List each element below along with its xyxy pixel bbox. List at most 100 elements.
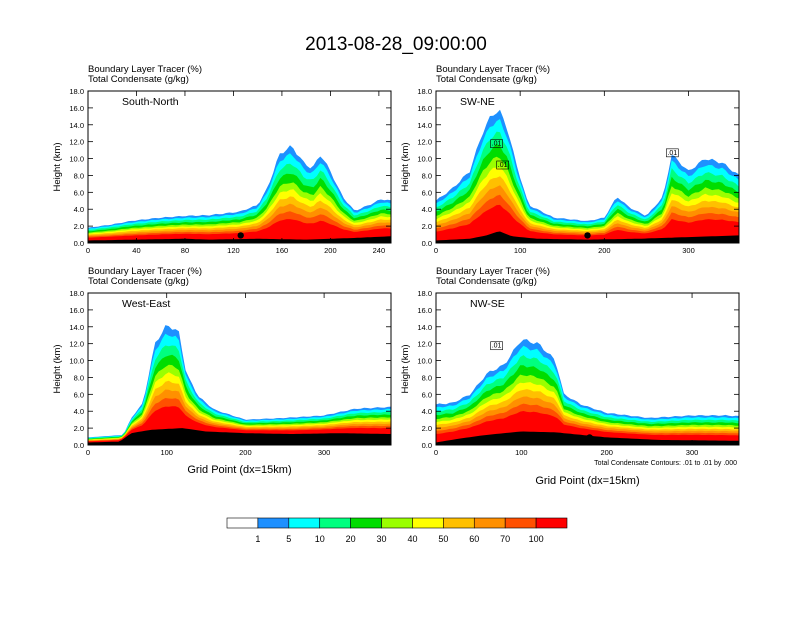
y-tick-label: 16.0: [417, 104, 432, 113]
x-axis-label-left: Grid Point (dx=15km): [187, 464, 291, 476]
panel-title-condensate: Total Condensate (g/kg): [436, 74, 537, 85]
x-tick-label: 0: [86, 448, 90, 457]
x-tick-label: 100: [160, 448, 173, 457]
panel-south-north: Boundary Layer Tracer (%)Total Condensat…: [52, 64, 392, 255]
colorbar-label: 50: [438, 534, 448, 544]
colorbar-label: 10: [315, 534, 325, 544]
y-tick-label: 0.0: [74, 239, 84, 248]
y-axis-label: Height (km): [400, 344, 411, 393]
colorbar: 1 5 10 20 30 40 50 60 70 100: [226, 517, 568, 544]
location-marker: [586, 434, 593, 441]
y-tick-label: 4.0: [74, 407, 84, 416]
tracer-band-100: [436, 204, 739, 243]
y-tick-label: 6.0: [74, 188, 84, 197]
y-tick-label: 6.0: [74, 390, 84, 399]
colorbar-box: [443, 517, 475, 529]
colorbar-label: 40: [407, 534, 417, 544]
y-tick-label: 10.0: [417, 357, 432, 366]
y-tick-label: 8.0: [74, 171, 84, 180]
y-tick-label: 18.0: [69, 87, 84, 96]
colorbar-box: [412, 517, 444, 529]
y-tick-label: 18.0: [417, 87, 432, 96]
y-tick-label: 2.0: [422, 222, 432, 231]
y-tick-label: 4.0: [422, 407, 432, 416]
y-tick-label: 12.0: [417, 138, 432, 147]
colorbar-label: 100: [529, 534, 544, 544]
x-tick-label: 40: [132, 246, 140, 255]
plot-frame: [435, 292, 740, 446]
x-tick-label: 120: [227, 246, 240, 255]
colorbar-box: [257, 517, 290, 529]
contour-label: .01: [498, 162, 508, 169]
x-tick-label: 200: [598, 246, 611, 255]
plot-frame: [87, 292, 392, 446]
plot-area: [436, 91, 739, 243]
section-label: South-North: [122, 96, 179, 108]
colorbar-box: [288, 517, 321, 529]
y-tick-label: 6.0: [422, 390, 432, 399]
x-tick-label: 200: [239, 448, 252, 457]
y-tick-label: 2.0: [74, 222, 84, 231]
panel-title-tracer: Boundary Layer Tracer (%): [436, 266, 550, 277]
y-tick-label: 4.0: [74, 205, 84, 214]
y-tick-label: 2.0: [74, 424, 84, 433]
section-label: West-East: [122, 298, 170, 310]
plot-area: [88, 293, 391, 445]
y-tick-label: 14.0: [417, 121, 432, 130]
panel-nw-se: Boundary Layer Tracer (%)Total Condensat…: [400, 266, 740, 457]
figure-title: 2013-08-28_09:00:00: [305, 34, 487, 55]
panel-west-east: Boundary Layer Tracer (%)Total Condensat…: [52, 266, 392, 457]
contour-label-box: [490, 139, 503, 149]
y-tick-label: 2.0: [422, 424, 432, 433]
contour-label-box: [666, 148, 679, 158]
location-marker: [237, 232, 244, 239]
y-tick-label: 10.0: [69, 155, 84, 164]
tracer-band-100: [88, 219, 391, 243]
colorbar-label: 30: [377, 534, 387, 544]
y-tick-label: 0.0: [422, 239, 432, 248]
x-tick-label: 80: [181, 246, 189, 255]
colorbar-label: 1: [255, 534, 260, 544]
x-axis-label-right: Grid Point (dx=15km): [535, 475, 639, 487]
x-tick-label: 200: [600, 448, 613, 457]
x-tick-label: 300: [686, 448, 699, 457]
colorbar-box: [319, 517, 351, 529]
colorbar-label: 5: [286, 534, 291, 544]
contour-label: .01: [667, 150, 677, 157]
y-tick-label: 12.0: [417, 340, 432, 349]
y-tick-label: 0.0: [74, 441, 84, 450]
y-tick-label: 18.0: [417, 289, 432, 298]
x-tick-label: 0: [86, 246, 90, 255]
y-tick-label: 14.0: [417, 323, 432, 332]
contour-label-box: [496, 160, 509, 170]
panel-title-condensate: Total Condensate (g/kg): [436, 276, 537, 287]
panel-title-tracer: Boundary Layer Tracer (%): [436, 64, 550, 75]
x-tick-label: 300: [318, 448, 331, 457]
y-tick-label: 16.0: [69, 306, 84, 315]
plot-area: [436, 293, 739, 445]
colorbar-box: [381, 517, 413, 529]
x-tick-label: 160: [276, 246, 289, 255]
panel-title-tracer: Boundary Layer Tracer (%): [88, 64, 202, 75]
y-tick-label: 12.0: [69, 340, 84, 349]
y-tick-label: 16.0: [69, 104, 84, 113]
y-tick-label: 14.0: [69, 121, 84, 130]
y-tick-label: 6.0: [422, 188, 432, 197]
colorbar-box: [226, 517, 259, 529]
x-tick-label: 240: [373, 246, 386, 255]
x-tick-label: 200: [324, 246, 337, 255]
panel-sw-ne: Boundary Layer Tracer (%)Total Condensat…: [400, 64, 740, 255]
y-tick-label: 14.0: [69, 323, 84, 332]
colorbar-label: 70: [500, 534, 510, 544]
y-axis-label: Height (km): [52, 142, 63, 191]
y-tick-label: 8.0: [422, 373, 432, 382]
x-tick-label: 0: [434, 246, 438, 255]
y-tick-label: 8.0: [74, 373, 84, 382]
y-tick-label: 8.0: [422, 171, 432, 180]
colorbar-box: [535, 517, 568, 529]
panel-title-condensate: Total Condensate (g/kg): [88, 276, 189, 287]
colorbar-box: [473, 517, 506, 529]
plot-frame: [87, 90, 392, 244]
